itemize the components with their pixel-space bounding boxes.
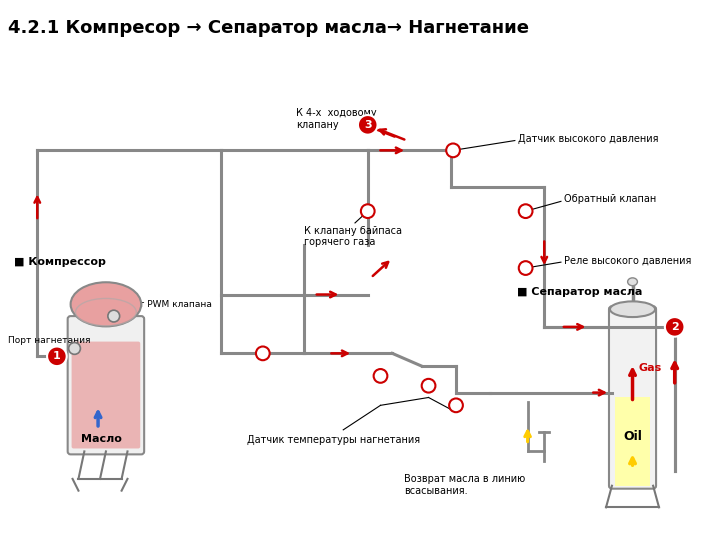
- Circle shape: [422, 379, 436, 393]
- Text: 3: 3: [364, 120, 372, 130]
- Text: 1: 1: [53, 352, 60, 361]
- Bar: [615, 397, 650, 486]
- Text: К клапану байпаса
горячего газа: К клапану байпаса горячего газа: [304, 226, 402, 247]
- Circle shape: [519, 204, 533, 218]
- Text: 4.2.1 Компресор → Сепаратор масла→ Нагнетание: 4.2.1 Компресор → Сепаратор масла→ Нагне…: [8, 19, 529, 37]
- Ellipse shape: [71, 282, 141, 326]
- FancyBboxPatch shape: [609, 306, 656, 489]
- Circle shape: [374, 369, 387, 383]
- Text: Датчик температуры нагнетания: Датчик температуры нагнетания: [247, 435, 420, 445]
- Text: Gas: Gas: [639, 363, 662, 373]
- Text: К 4-х  ходовому
клапану: К 4-х ходовому клапану: [296, 108, 377, 130]
- Circle shape: [449, 399, 463, 412]
- Circle shape: [256, 347, 270, 360]
- Text: 2: 2: [671, 322, 678, 332]
- Circle shape: [361, 204, 374, 218]
- Text: Порт PWM клапана: Порт PWM клапана: [121, 300, 212, 309]
- Circle shape: [47, 347, 67, 366]
- Text: Обратный клапан: Обратный клапан: [564, 194, 656, 205]
- Text: Возврат масла в линию
всасывания.: Возврат масла в линию всасывания.: [404, 474, 526, 496]
- Text: Oil: Oil: [623, 430, 642, 443]
- Circle shape: [519, 261, 533, 275]
- Text: Реле высокого давления: Реле высокого давления: [564, 255, 691, 265]
- Ellipse shape: [628, 278, 637, 286]
- Circle shape: [446, 144, 460, 157]
- Text: Порт нагнетания: Порт нагнетания: [8, 336, 90, 345]
- FancyBboxPatch shape: [68, 316, 144, 454]
- Circle shape: [358, 115, 377, 134]
- FancyBboxPatch shape: [71, 342, 140, 449]
- Circle shape: [665, 317, 685, 336]
- Circle shape: [68, 342, 81, 354]
- Text: ■ Компрессор: ■ Компрессор: [14, 257, 106, 267]
- Circle shape: [108, 310, 120, 322]
- Ellipse shape: [610, 301, 655, 317]
- Text: Датчик высокого давления: Датчик высокого давления: [518, 133, 658, 144]
- Text: ■ Сепаратор масла: ■ Сепаратор масла: [517, 287, 642, 296]
- Ellipse shape: [76, 299, 136, 326]
- Text: Масло: Масло: [81, 434, 122, 444]
